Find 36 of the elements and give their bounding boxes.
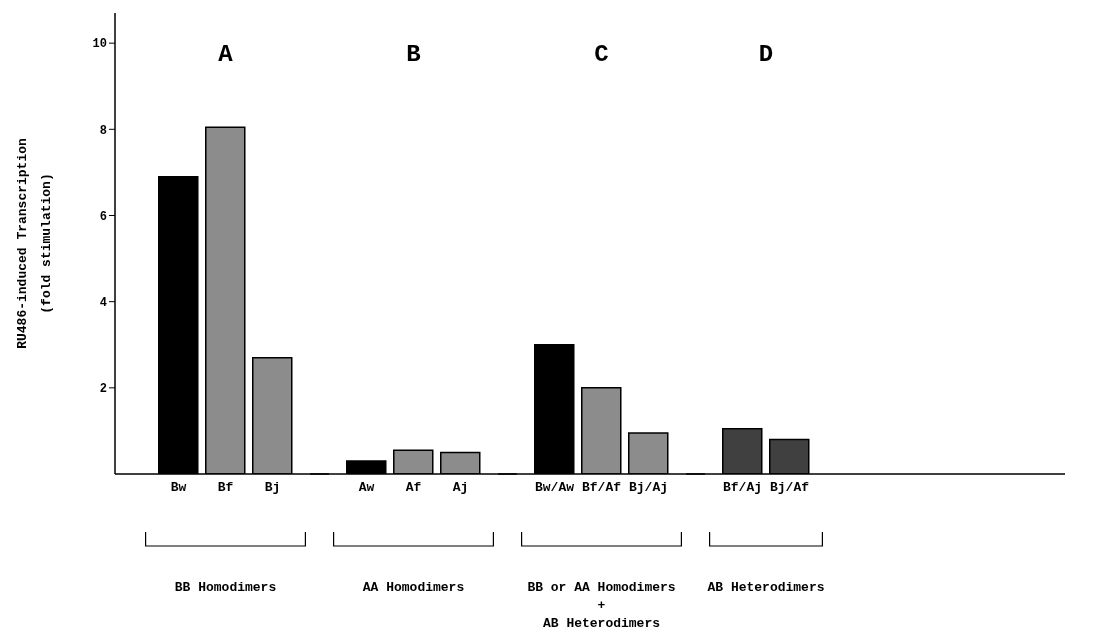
x-tick-label: Bw (170, 480, 187, 496)
text: BB Homodimers (174, 580, 277, 595)
annotation: A (218, 41, 234, 69)
annotation: D (758, 41, 774, 69)
x-tick-label: Bj/Af (769, 480, 810, 496)
x-tick-label: Bf (217, 480, 234, 496)
x-tick-label: Aj (452, 480, 469, 496)
bar (346, 460, 387, 474)
x-tick-label: Aw (358, 480, 375, 496)
bar (158, 175, 199, 474)
annotation: C (594, 41, 609, 69)
bar (393, 449, 434, 474)
bar (722, 428, 763, 474)
bar (581, 387, 622, 474)
bar (769, 438, 810, 474)
y-tick-label: 10 (92, 37, 107, 52)
text: AB Heterodimers (707, 580, 825, 595)
x-tick-label: Bw/Aw (534, 480, 575, 496)
x-tick-label: Af (405, 480, 422, 496)
x-tick-label: Bj/Aj (628, 480, 669, 496)
y-axis-title: RU486-induced Transcription (fold stimulation) (15, 137, 54, 349)
y-tick-label: 2 (99, 382, 107, 397)
y-tick-label: 4 (99, 295, 107, 310)
text: AA Homodimers (362, 580, 465, 595)
x-tick-label: Bf/Aj (722, 480, 763, 496)
x-tick-label: Bf/Af (581, 480, 622, 496)
text: BB or AA Homodimers + AB Heterodimers (527, 580, 676, 631)
bar (440, 451, 481, 474)
bar (534, 344, 575, 474)
y-tick-label: 8 (99, 123, 107, 138)
y-tick-label: 6 (99, 209, 107, 224)
bar (628, 432, 669, 474)
bar (205, 126, 246, 474)
annotation: B (406, 41, 421, 69)
bar (252, 356, 293, 474)
x-tick-label: Bj (264, 480, 281, 496)
